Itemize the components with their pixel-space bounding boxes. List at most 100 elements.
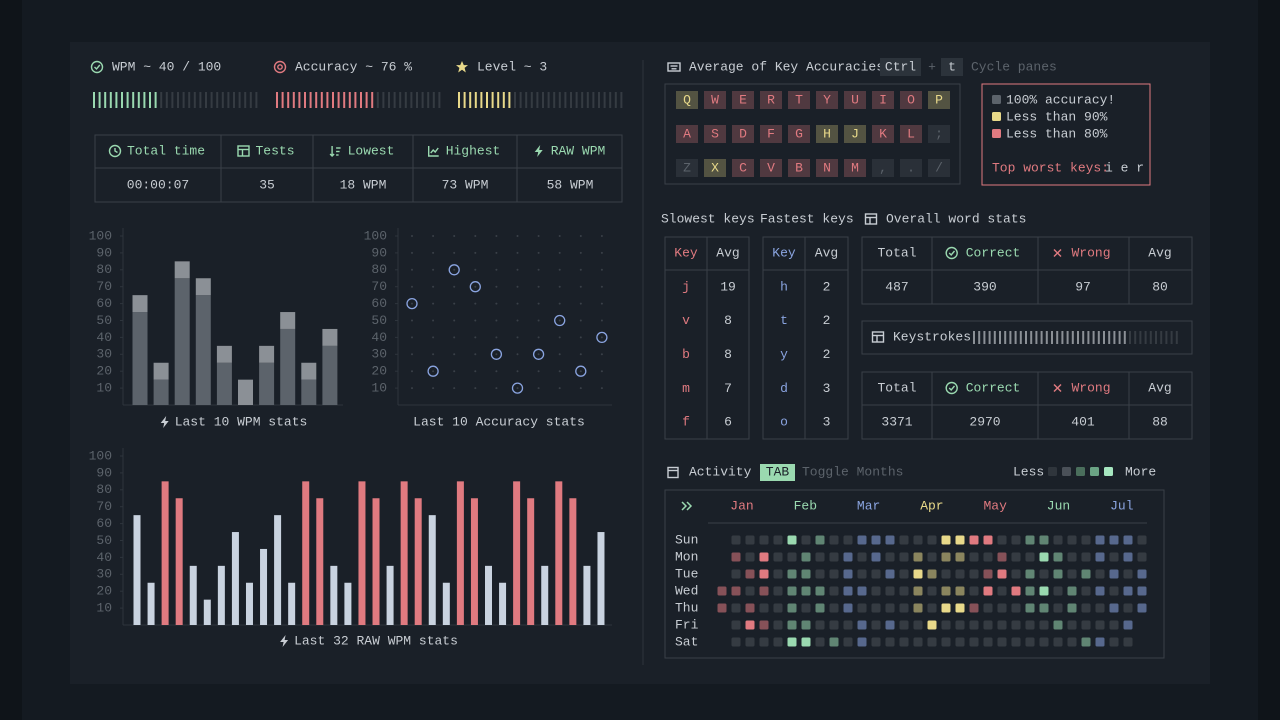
bar-segment [153, 362, 169, 380]
heat-cell [941, 586, 951, 596]
grid-dot [411, 336, 413, 339]
grid-dot [453, 302, 456, 305]
bar [541, 565, 549, 625]
bar [260, 548, 268, 625]
heat-cell [829, 620, 839, 630]
grid-dot [600, 251, 603, 254]
grid-dot [474, 370, 477, 373]
grid-dot [537, 370, 540, 373]
heat-cell [1137, 569, 1147, 579]
y-tick-label: 100 [89, 228, 112, 243]
heat-cell [1011, 569, 1021, 579]
key-label: R [767, 92, 775, 107]
heat-cell [913, 552, 923, 562]
grid-dot [558, 387, 561, 390]
table-cell: j [682, 279, 690, 294]
key [844, 159, 866, 177]
y-tick-label: 100 [89, 448, 112, 463]
grid-dot [453, 268, 456, 271]
heat-cell [787, 603, 797, 613]
grid-dot [558, 268, 561, 271]
grid-dot [558, 370, 561, 373]
grid-dot [495, 285, 498, 288]
heat-cell [997, 620, 1007, 630]
grid-dot [600, 268, 603, 271]
key-label: Q [683, 92, 691, 107]
key [928, 125, 950, 143]
icon-part [456, 61, 468, 73]
icon [329, 146, 341, 157]
progress-bar [973, 331, 1178, 344]
heat-cell [1039, 603, 1049, 613]
panel-title: Overall word stats [886, 211, 1026, 226]
bar [456, 481, 464, 625]
y-tick-label: 60 [96, 296, 112, 311]
grid-dot [474, 251, 477, 254]
icon [108, 144, 122, 158]
table-cell: f [682, 415, 690, 430]
table-cell: 3 [823, 415, 831, 430]
icon-part [427, 146, 439, 157]
bar [442, 582, 450, 625]
heat-cell [885, 569, 895, 579]
key-label: Z [683, 160, 691, 175]
table-cell: 8 [724, 347, 732, 362]
heat-cell [969, 586, 979, 596]
grid-dot [558, 235, 561, 237]
bar [400, 481, 408, 625]
grid-dot [600, 319, 603, 322]
key-label: L [907, 126, 915, 141]
heat-cell [1025, 569, 1035, 579]
y-tick-label: 40 [96, 550, 112, 565]
heat-cell [787, 637, 797, 647]
grid-dot [495, 251, 498, 254]
table-cell: 6 [724, 415, 732, 430]
box [664, 83, 961, 185]
bar [470, 498, 478, 625]
heat-cell [829, 586, 839, 596]
bar-segment [195, 278, 211, 296]
icon-part [160, 416, 169, 428]
legend-label: Less than 80% [1006, 126, 1108, 141]
heat-cell [997, 603, 1007, 613]
heat-cell [1053, 603, 1063, 613]
progress-bar [93, 92, 258, 108]
bar [203, 599, 211, 625]
heat-cell [759, 586, 769, 596]
key-label: ; [935, 126, 943, 141]
icon [456, 61, 468, 73]
key-label: U [851, 92, 859, 107]
day-label: Tue [675, 566, 698, 581]
month-label: Jun [1047, 498, 1070, 513]
grid-dot [453, 251, 456, 254]
heat-cell [955, 569, 965, 579]
table-cell: 88 [1152, 414, 1168, 429]
icon-part [1053, 249, 1062, 257]
y-tick-label: 60 [96, 516, 112, 531]
day-label: Thu [675, 600, 698, 615]
heat-cell [801, 620, 811, 630]
table-cell: 35 [259, 177, 275, 192]
heat-cell [1067, 637, 1077, 647]
heat-cell [745, 586, 755, 596]
month-label: Jul [1110, 498, 1134, 513]
table-header: Wrong [1071, 380, 1110, 395]
heat-cell [1025, 552, 1035, 562]
bar-segment [132, 295, 148, 313]
heat-cell [871, 586, 881, 596]
grid-dot [516, 235, 519, 237]
scale-swatch [1104, 467, 1113, 476]
key-label: N [823, 160, 831, 175]
legend-swatch [992, 112, 1001, 121]
heat-cell [997, 637, 1007, 647]
heat-cell [941, 535, 951, 545]
worst-keys: i e r [1105, 160, 1144, 175]
bar-segment [259, 345, 275, 363]
grid-dot [453, 370, 456, 373]
heat-cell [718, 638, 727, 647]
y-tick-label: 90 [96, 465, 112, 480]
heat-cell [927, 535, 937, 545]
grid-dot [600, 235, 603, 237]
heat-cell [899, 535, 909, 545]
grid-dot [474, 387, 477, 390]
